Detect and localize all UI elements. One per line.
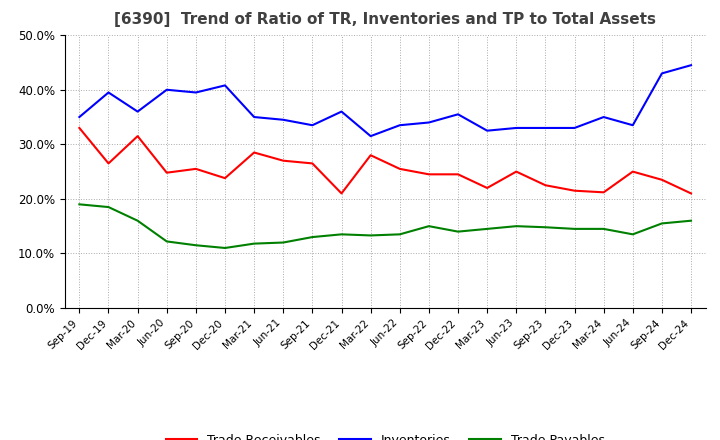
Title: [6390]  Trend of Ratio of TR, Inventories and TP to Total Assets: [6390] Trend of Ratio of TR, Inventories… — [114, 12, 656, 27]
Inventories — [104, 90, 113, 95]
Trade Receivables — [599, 190, 608, 195]
Trade Payables — [104, 205, 113, 210]
Inventories — [75, 114, 84, 120]
Trade Receivables — [220, 176, 229, 181]
Trade Payables — [512, 224, 521, 229]
Inventories — [570, 125, 579, 131]
Inventories — [250, 114, 258, 120]
Trade Payables — [657, 221, 666, 226]
Trade Payables — [483, 226, 492, 231]
Trade Payables — [687, 218, 696, 224]
Trade Receivables — [279, 158, 287, 163]
Trade Receivables — [454, 172, 462, 177]
Inventories — [454, 112, 462, 117]
Inventories — [163, 87, 171, 92]
Inventories — [687, 62, 696, 68]
Inventories — [599, 114, 608, 120]
Inventories — [220, 83, 229, 88]
Trade Receivables — [250, 150, 258, 155]
Line: Trade Receivables: Trade Receivables — [79, 128, 691, 194]
Inventories — [192, 90, 200, 95]
Legend: Trade Receivables, Inventories, Trade Payables: Trade Receivables, Inventories, Trade Pa… — [161, 429, 610, 440]
Trade Payables — [541, 224, 550, 230]
Trade Receivables — [570, 188, 579, 193]
Trade Receivables — [163, 170, 171, 175]
Inventories — [483, 128, 492, 133]
Inventories — [308, 123, 317, 128]
Trade Receivables — [366, 153, 375, 158]
Trade Payables — [570, 226, 579, 231]
Trade Receivables — [425, 172, 433, 177]
Trade Receivables — [308, 161, 317, 166]
Trade Payables — [395, 232, 404, 237]
Inventories — [279, 117, 287, 122]
Trade Receivables — [337, 191, 346, 196]
Trade Receivables — [512, 169, 521, 174]
Line: Inventories: Inventories — [79, 65, 691, 136]
Trade Payables — [133, 218, 142, 224]
Inventories — [629, 123, 637, 128]
Trade Receivables — [75, 125, 84, 131]
Trade Receivables — [104, 161, 113, 166]
Trade Payables — [337, 232, 346, 237]
Inventories — [657, 71, 666, 76]
Trade Receivables — [192, 166, 200, 172]
Trade Payables — [279, 240, 287, 245]
Trade Payables — [425, 224, 433, 229]
Trade Receivables — [629, 169, 637, 174]
Trade Receivables — [133, 133, 142, 139]
Trade Payables — [220, 246, 229, 251]
Trade Receivables — [687, 191, 696, 196]
Inventories — [337, 109, 346, 114]
Trade Payables — [163, 239, 171, 244]
Inventories — [366, 133, 375, 139]
Trade Receivables — [657, 177, 666, 183]
Trade Payables — [366, 233, 375, 238]
Trade Receivables — [395, 166, 404, 172]
Trade Receivables — [541, 183, 550, 188]
Trade Payables — [599, 226, 608, 231]
Trade Payables — [192, 242, 200, 248]
Inventories — [512, 125, 521, 131]
Line: Trade Payables: Trade Payables — [79, 204, 691, 248]
Inventories — [541, 125, 550, 131]
Trade Payables — [308, 235, 317, 240]
Trade Payables — [629, 232, 637, 237]
Inventories — [395, 123, 404, 128]
Trade Payables — [250, 241, 258, 246]
Trade Payables — [75, 202, 84, 207]
Trade Receivables — [483, 185, 492, 191]
Inventories — [425, 120, 433, 125]
Trade Payables — [454, 229, 462, 234]
Inventories — [133, 109, 142, 114]
